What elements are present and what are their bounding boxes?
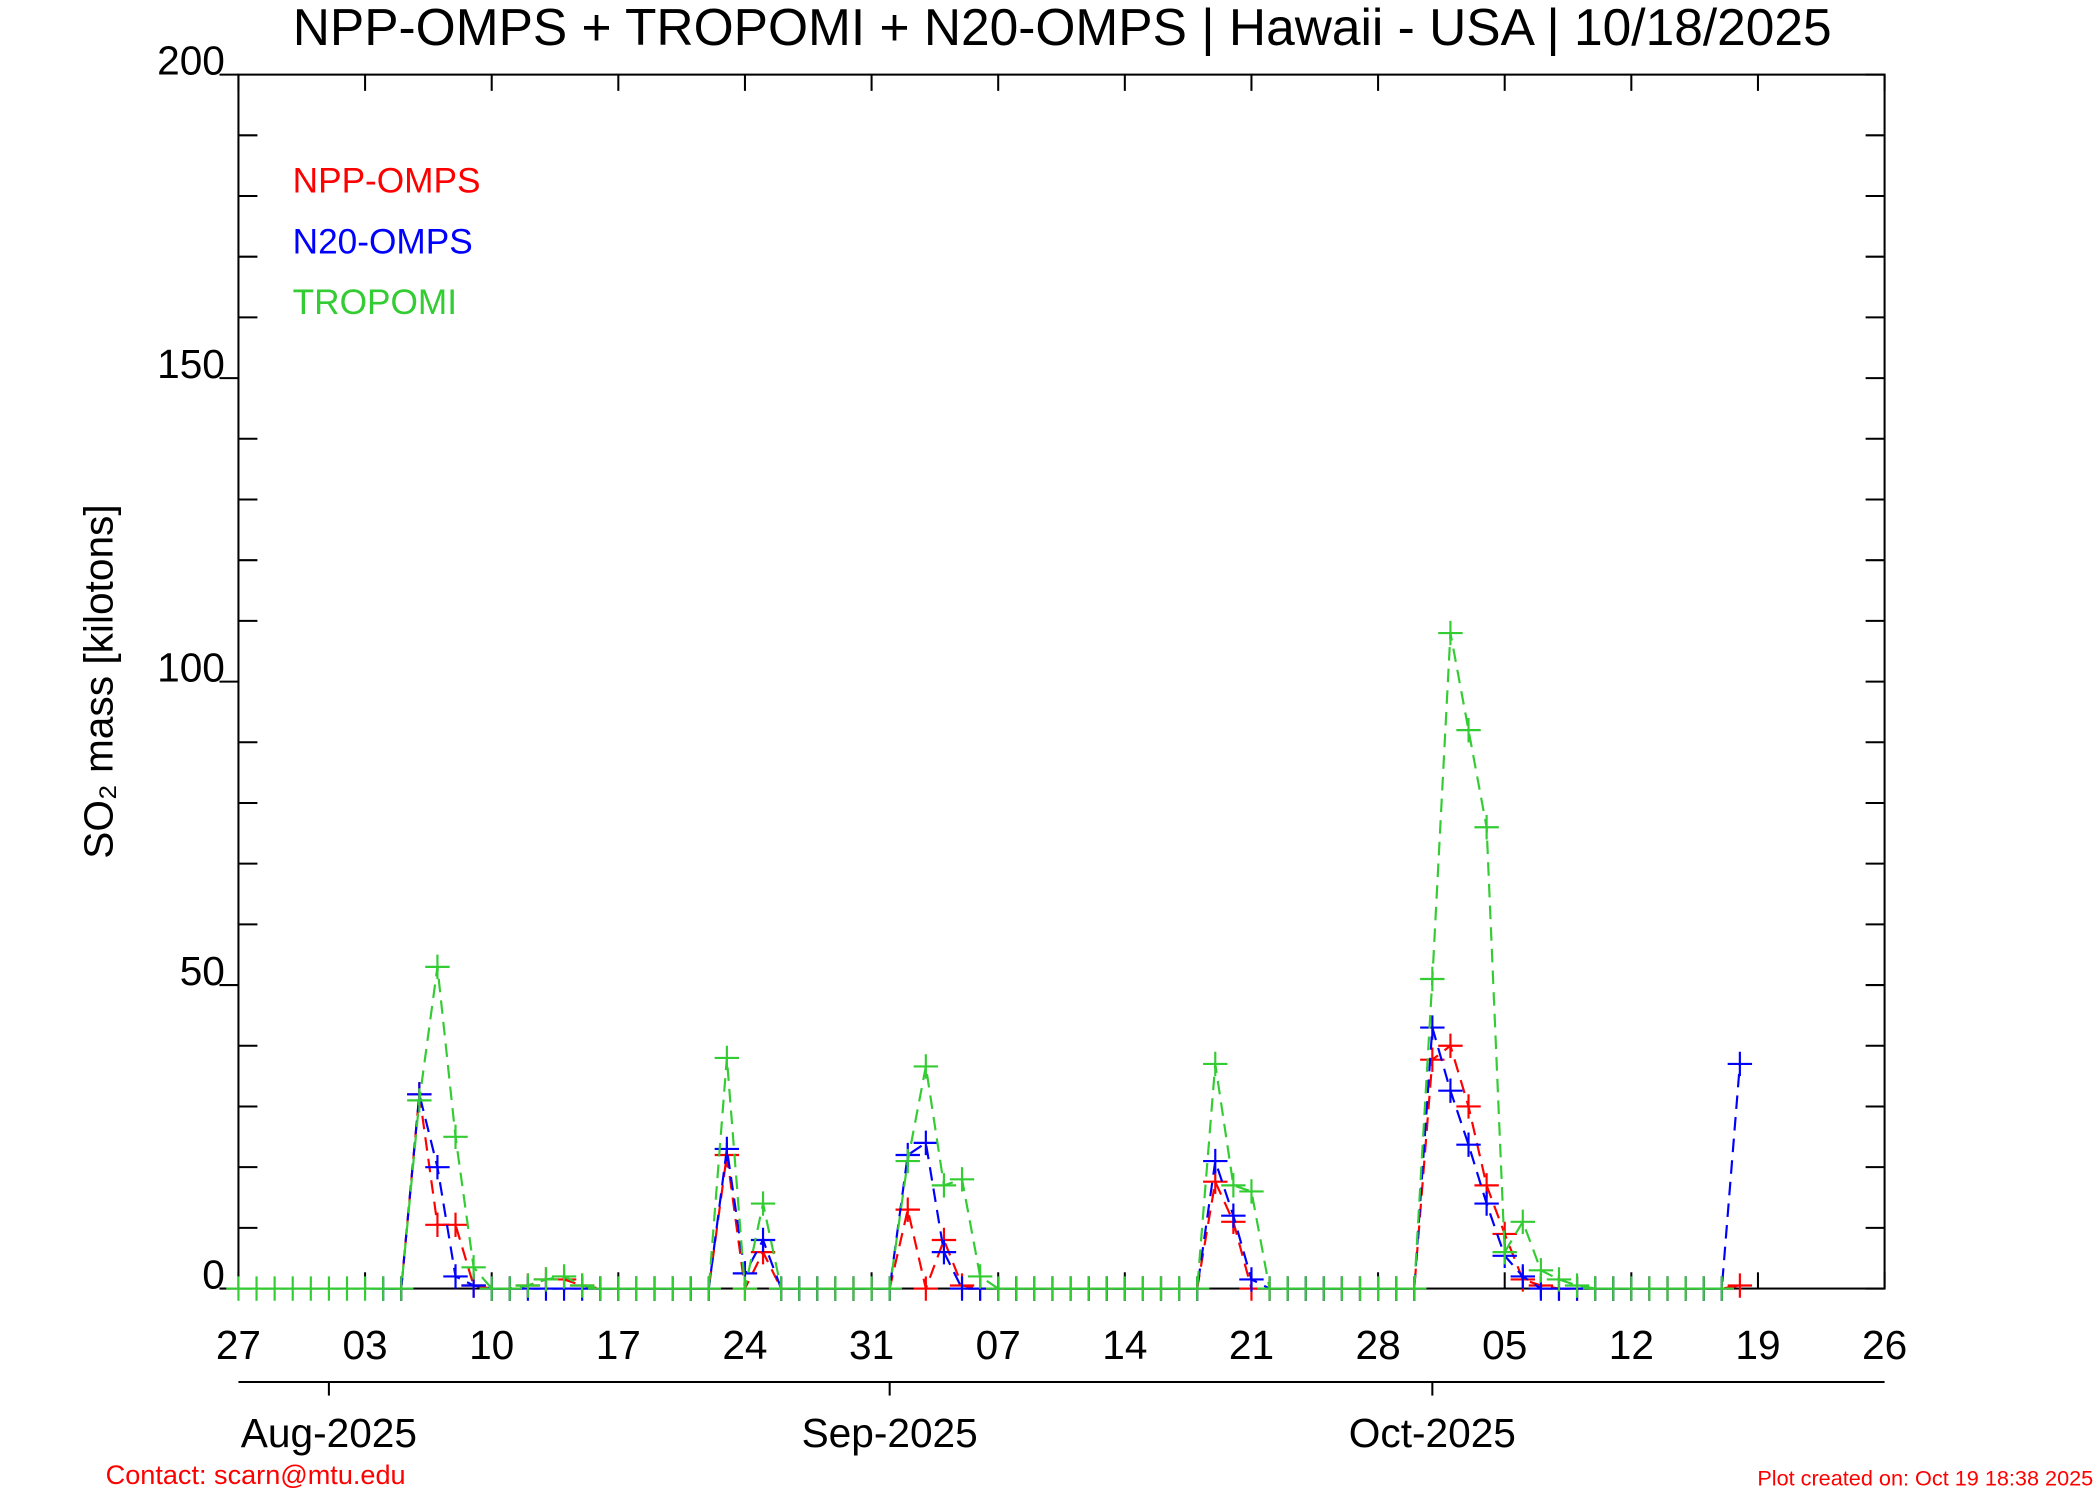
data-marker: [515, 1273, 541, 1298]
data-marker: [1239, 1179, 1264, 1204]
month-label: Oct-2025: [1349, 1410, 1516, 1456]
data-marker: [461, 1255, 486, 1280]
data-marker: [1184, 1276, 1210, 1301]
y-axis-label: SO₂ mass [kilotons]: [75, 504, 121, 858]
x-tick-label: 14: [1102, 1322, 1147, 1368]
x-tick-label: 07: [976, 1322, 1021, 1368]
data-marker: [1456, 717, 1481, 743]
data-marker: [1239, 1267, 1264, 1292]
data-marker: [1474, 1191, 1499, 1216]
data-marker: [551, 1264, 577, 1289]
data-marker: [1474, 815, 1499, 840]
footer-created: Plot created on: Oct 19 18:38 2025: [1757, 1465, 2093, 1490]
data-marker: [714, 1045, 740, 1071]
data-marker: [1709, 1276, 1734, 1301]
x-tick-label: 10: [469, 1322, 514, 1368]
x-tick-label: 05: [1482, 1322, 1527, 1368]
data-marker: [1221, 1173, 1246, 1198]
data-marker: [569, 1273, 595, 1298]
data-marker: [497, 1276, 522, 1301]
y-tick-label: 200: [157, 38, 225, 84]
data-marker: [1456, 1094, 1481, 1119]
x-tick-label: 17: [596, 1322, 641, 1368]
data-marker: [1203, 1051, 1228, 1077]
x-tick-label: 28: [1355, 1322, 1400, 1368]
y-tick-label: 100: [157, 644, 225, 690]
chart-title: NPP-OMPS + TROPOMI + N20-OMPS | Hawaii -…: [293, 0, 1832, 56]
data-marker: [1510, 1209, 1535, 1234]
x-tick-label: 31: [849, 1322, 894, 1368]
x-tick-label: 03: [342, 1322, 387, 1368]
y-tick-label: 50: [180, 948, 225, 994]
data-marker: [931, 1239, 957, 1265]
legend-label: NPP-OMPS: [293, 161, 481, 200]
data-marker: [1203, 1148, 1228, 1174]
data-marker: [913, 1276, 939, 1301]
x-tick-label: 12: [1609, 1322, 1654, 1368]
data-marker: [1546, 1267, 1572, 1292]
data-marker: [425, 1154, 450, 1180]
footer-contact: Contact: scarn@mtu.edu: [106, 1459, 406, 1490]
data-marker: [732, 1276, 758, 1301]
data-marker: [967, 1264, 993, 1289]
data-marker: [1438, 620, 1463, 646]
data-marker: [443, 1264, 468, 1289]
month-label: Sep-2025: [802, 1410, 978, 1456]
data-marker: [913, 1130, 939, 1156]
data-marker: [443, 1124, 468, 1149]
data-marker: [425, 954, 450, 980]
data-marker: [1528, 1258, 1554, 1283]
month-label: Aug-2025: [241, 1410, 417, 1456]
data-marker: [1221, 1203, 1246, 1228]
data-marker: [1727, 1051, 1753, 1077]
data-marker: [1420, 1015, 1445, 1040]
y-tick-label: 0: [202, 1251, 225, 1297]
legend-label: TROPOMI: [293, 283, 457, 322]
data-marker: [1438, 1078, 1463, 1103]
data-marker: [1438, 1033, 1463, 1058]
data-marker: [1727, 1273, 1753, 1298]
data-marker: [407, 1088, 432, 1113]
series-line: [238, 632, 1722, 1290]
data-marker: [1492, 1239, 1517, 1265]
data-marker: [1510, 1264, 1535, 1289]
data-marker: [913, 1054, 939, 1079]
x-tick-label: 26: [1862, 1322, 1907, 1368]
data-marker: [533, 1267, 559, 1292]
data-marker: [949, 1167, 975, 1192]
x-tick-label: 21: [1229, 1322, 1274, 1368]
x-tick-label: 27: [216, 1322, 261, 1368]
data-marker: [1203, 1169, 1228, 1194]
legend-label: N20-OMPS: [293, 222, 473, 261]
data-marker: [389, 1276, 414, 1301]
data-marker: [877, 1276, 902, 1301]
data-marker: [443, 1212, 468, 1238]
x-tick-label: 24: [722, 1322, 767, 1368]
data-marker: [696, 1276, 721, 1301]
data-marker: [1420, 966, 1445, 992]
data-marker: [895, 1148, 920, 1174]
y-tick-label: 150: [157, 341, 225, 387]
data-marker: [1564, 1273, 1590, 1298]
data-marker: [1456, 1132, 1481, 1157]
data-marker: [931, 1173, 957, 1198]
data-marker: [1402, 1276, 1427, 1301]
x-tick-label: 19: [1735, 1322, 1780, 1368]
data-marker: [750, 1191, 776, 1216]
